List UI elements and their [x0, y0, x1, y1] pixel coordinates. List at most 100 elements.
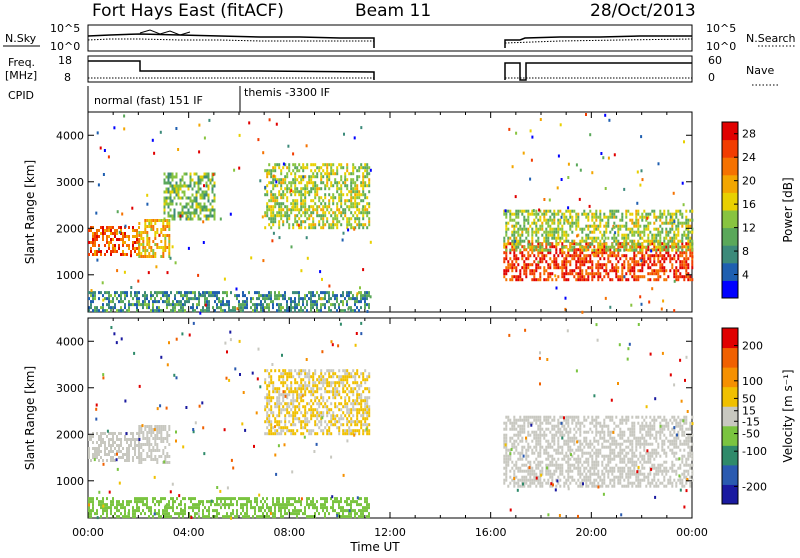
scatter-cell	[344, 429, 346, 432]
scatter-cell	[258, 291, 260, 294]
scatter-cell	[208, 197, 210, 200]
scatter-cell	[298, 181, 300, 184]
scatter-cell	[150, 294, 152, 297]
scatter-cell	[342, 411, 344, 414]
scatter-cell	[90, 303, 92, 306]
noise-cell	[306, 144, 308, 147]
scatter-cell	[194, 309, 196, 312]
scatter-cell	[192, 179, 194, 182]
scatter-cell	[294, 172, 296, 175]
scatter-cell	[148, 515, 150, 518]
scatter-cell	[511, 248, 513, 251]
scatter-cell	[108, 297, 110, 300]
scatter-cell	[352, 390, 354, 393]
scatter-cell	[136, 456, 138, 459]
scatter-cell	[126, 253, 128, 256]
scatter-cell	[112, 432, 114, 435]
scatter-cell	[675, 260, 677, 263]
scatter-cell	[272, 184, 274, 187]
scatter-cell	[118, 238, 120, 241]
scatter-cell	[116, 232, 118, 235]
scatter-cell	[517, 437, 519, 440]
scatter-cell	[332, 303, 334, 306]
scatter-cell	[202, 500, 204, 503]
scatter-cell	[683, 245, 685, 248]
scatter-cell	[679, 254, 681, 257]
scatter-cell	[270, 181, 272, 184]
scatter-cell	[318, 166, 320, 169]
scatter-cell	[310, 199, 312, 202]
scatter-cell	[192, 297, 194, 300]
scatter-cell	[196, 173, 198, 176]
scatter-cell	[521, 210, 523, 213]
scatter-cell	[308, 390, 310, 393]
noise-cell	[123, 127, 125, 130]
scatter-cell	[513, 231, 515, 234]
scatter-cell	[182, 215, 184, 218]
scatter-cell	[505, 266, 507, 269]
scatter-cell	[330, 375, 332, 378]
scatter-cell	[94, 309, 96, 312]
scatter-cell	[308, 205, 310, 208]
scatter-cell	[505, 437, 507, 440]
scatter-cell	[294, 220, 296, 223]
scatter-cell	[316, 417, 318, 420]
scatter-cell	[304, 369, 306, 372]
scatter-cell	[194, 173, 196, 176]
scatter-cell	[182, 509, 184, 512]
scatter-cell	[198, 303, 200, 306]
scatter-cell	[274, 196, 276, 199]
scatter-cell	[517, 231, 519, 234]
scatter-cell	[549, 225, 551, 228]
scatter-cell	[174, 197, 176, 200]
scatter-cell	[513, 419, 515, 422]
scatter-cell	[328, 390, 330, 393]
y-tick-label: 1000	[56, 269, 84, 282]
scatter-cell	[284, 205, 286, 208]
scatter-cell	[328, 432, 330, 435]
scatter-cell	[120, 253, 122, 256]
scatter-cell	[354, 199, 356, 202]
scatter-cell	[308, 429, 310, 432]
scatter-cell	[234, 497, 236, 500]
scatter-cell	[108, 444, 110, 447]
scatter-cell	[150, 219, 152, 222]
scatter-cell	[202, 176, 204, 179]
scatter-cell	[96, 509, 98, 512]
scatter-cell	[685, 242, 687, 245]
scatter-cell	[216, 500, 218, 503]
scatter-cell	[617, 210, 619, 213]
scatter-cell	[92, 509, 94, 512]
scatter-cell	[276, 396, 278, 399]
scatter-cell	[264, 306, 266, 309]
scatter-cell	[318, 402, 320, 405]
scatter-cell	[224, 497, 226, 500]
scatter-cell	[162, 249, 164, 252]
scatter-cell	[124, 509, 126, 512]
scatter-cell	[304, 202, 306, 205]
scatter-cell	[641, 219, 643, 222]
noise-cell	[604, 114, 606, 117]
scatter-cell	[158, 509, 160, 512]
scatter-cell	[94, 297, 96, 300]
scatter-cell	[571, 225, 573, 228]
scatter-cell	[272, 217, 274, 220]
scatter-cell	[302, 166, 304, 169]
scatter-cell	[182, 179, 184, 182]
scatter-cell	[340, 184, 342, 187]
scatter-cell	[595, 225, 597, 228]
scatter-cell	[593, 213, 595, 216]
scatter-cell	[264, 297, 266, 300]
noise-cell	[116, 269, 118, 272]
scatter-cell	[605, 266, 607, 269]
scatter-cell	[579, 246, 581, 249]
colorbar-swatch	[722, 263, 738, 281]
scatter-cell	[316, 396, 318, 399]
scatter-cell	[276, 163, 278, 166]
scatter-cell	[623, 263, 625, 266]
scatter-cell	[294, 387, 296, 390]
scatter-cell	[294, 432, 296, 435]
scatter-cell	[184, 512, 186, 515]
scatter-cell	[324, 390, 326, 393]
colorbar-label: Power [dB]	[781, 177, 795, 242]
